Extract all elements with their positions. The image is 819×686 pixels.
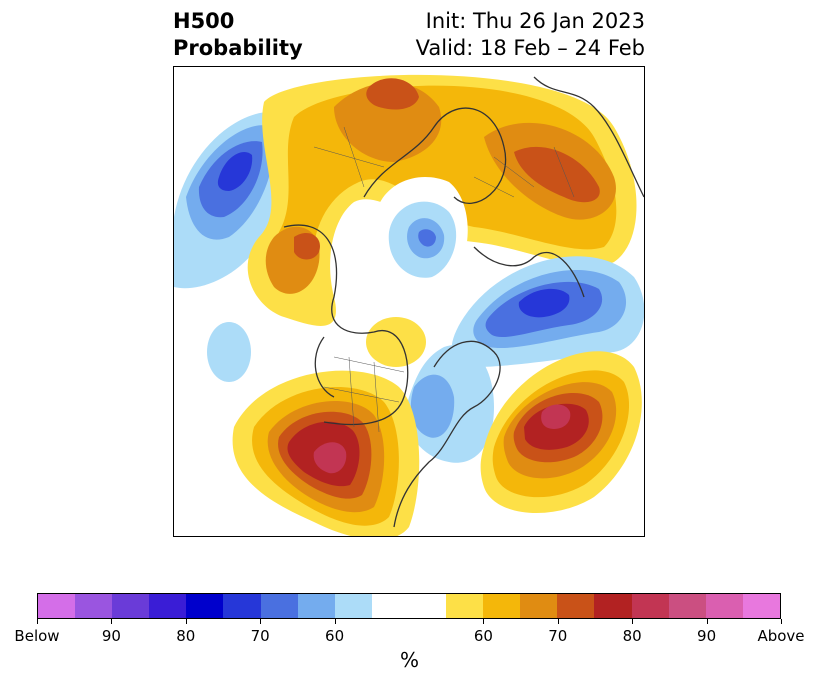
map-panel [173,66,645,537]
north-atlantic-low-contours [451,256,644,367]
colorbar-swatch [297,594,335,618]
colorbar-tick [781,619,782,624]
colorbar-tick-label: Below [14,627,60,645]
colorbar-tick-label: 80 [622,627,642,645]
colorbar-swatch [483,594,521,618]
eastern-low-contours [406,345,494,463]
colorbar-swatch [223,594,261,618]
colorbar-tick [557,619,559,624]
title-left: H500 Probability [173,8,303,62]
colorbar-swatch [371,594,409,618]
colorbar-tick [632,619,634,624]
init-date-label: Init: Thu 26 Jan 2023 [425,9,645,33]
colorbar-swatch [38,594,76,618]
colorbar-tick [185,619,187,624]
colorbar-tick-label: 90 [697,627,717,645]
colorbar-swatch [668,594,706,618]
colorbar-tick-label: 60 [473,627,493,645]
colorbar-tick-label: 80 [176,627,196,645]
variable-title: H500 [173,9,235,33]
colorbar-tick-label: 70 [250,627,270,645]
colorbar-swatch [557,594,595,618]
colorbar [37,593,781,619]
colorbar-swatch [446,594,484,618]
colorbar-tick [111,619,113,624]
valid-range-label: Valid: 18 Feb – 24 Feb [415,36,645,60]
colorbar-swatch [75,594,113,618]
colorbar-swatch [334,594,372,618]
atlantic-high-contours [480,351,642,514]
colorbar-unit-label: % [399,648,419,672]
colorbar-swatch [112,594,150,618]
colorbar-tick [334,619,336,624]
colorbar-tick-label: 90 [101,627,121,645]
colorbar-swatch [408,594,447,618]
western-us-high-contours [232,370,420,536]
colorbar-ticks: Below 90 80 70 60 60 70 80 90 Above [14,619,805,659]
colorbar-tick-label: 70 [548,627,568,645]
colorbar-swatch [705,594,743,618]
colorbar-swatch [260,594,298,618]
title-right: Init: Thu 26 Jan 2023 Valid: 18 Feb – 24… [416,8,645,62]
colorbar-swatch [520,594,558,618]
product-title: Probability [173,36,303,60]
political-borders [313,126,575,433]
northern-high-contours [247,74,637,367]
colorbar-tick [260,619,262,624]
probability-map [174,74,644,536]
colorbar-swatch [186,594,224,618]
colorbar-tick-label: Above [757,627,805,645]
colorbar-tick [706,619,708,624]
colorbar-swatch [594,594,632,618]
colorbar-tick [37,619,38,624]
north-pacific-low-contours [174,111,286,382]
colorbar-swatch [631,594,669,618]
colorbar-swatch [149,594,187,618]
arctic-low-contours [372,177,468,293]
colorbar-swatch [742,594,780,618]
colorbar-tick [483,619,485,624]
coastlines [283,76,644,528]
colorbar-tick-label: 60 [325,627,345,645]
